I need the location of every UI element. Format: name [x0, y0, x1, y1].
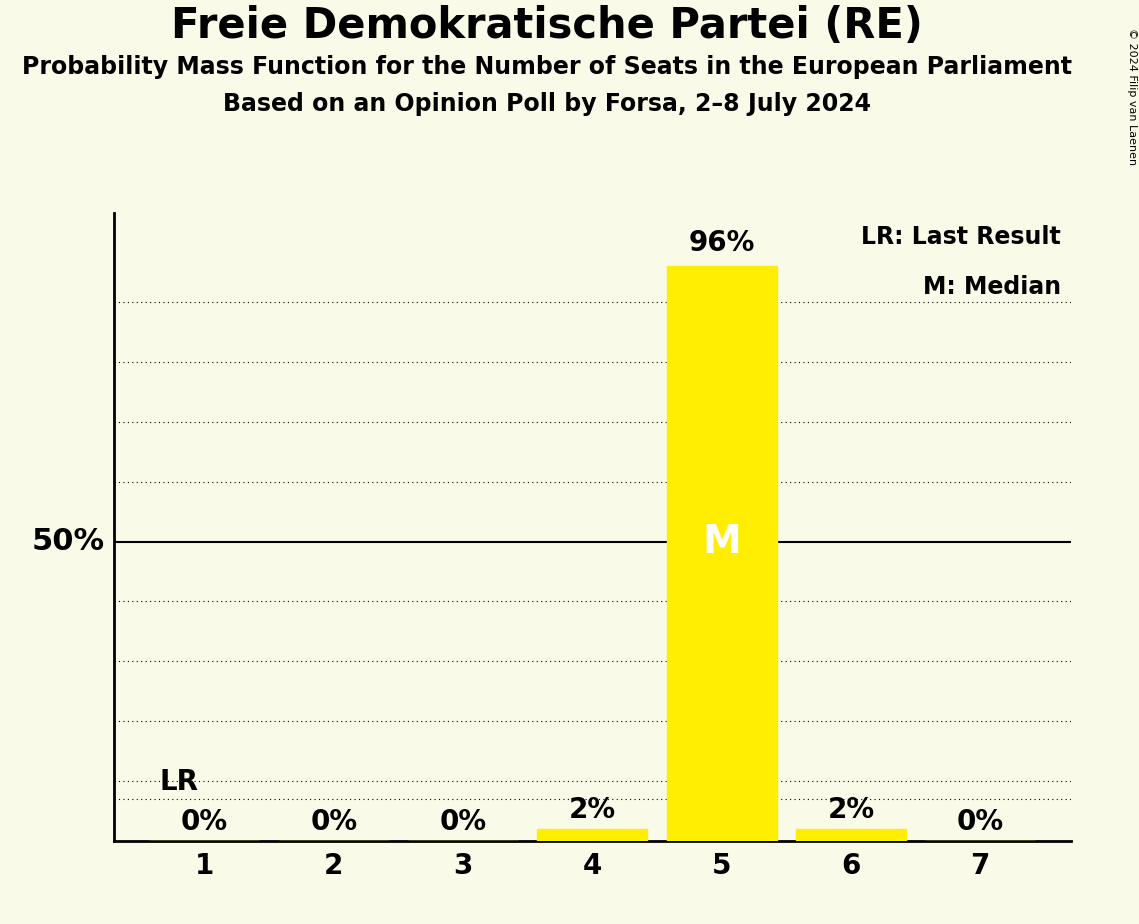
Bar: [538, 829, 647, 841]
Bar: [796, 829, 906, 841]
Text: LR: Last Result: LR: Last Result: [861, 225, 1062, 249]
Text: © 2024 Filip van Laenen: © 2024 Filip van Laenen: [1126, 28, 1137, 164]
Text: Freie Demokratische Partei (RE): Freie Demokratische Partei (RE): [171, 5, 923, 46]
Text: 0%: 0%: [440, 808, 486, 836]
Text: 2%: 2%: [568, 796, 616, 824]
Text: 50%: 50%: [31, 527, 105, 556]
Text: M: Median: M: Median: [923, 275, 1062, 299]
Text: 0%: 0%: [181, 808, 228, 836]
Text: Probability Mass Function for the Number of Seats in the European Parliament: Probability Mass Function for the Number…: [22, 55, 1072, 79]
Text: 96%: 96%: [688, 229, 755, 258]
Text: 2%: 2%: [827, 796, 875, 824]
Text: Based on an Opinion Poll by Forsa, 2–8 July 2024: Based on an Opinion Poll by Forsa, 2–8 J…: [223, 92, 870, 116]
Text: 0%: 0%: [310, 808, 358, 836]
Bar: [666, 266, 777, 841]
Text: M: M: [703, 523, 741, 561]
Text: LR: LR: [159, 768, 198, 796]
Text: 0%: 0%: [957, 808, 1003, 836]
